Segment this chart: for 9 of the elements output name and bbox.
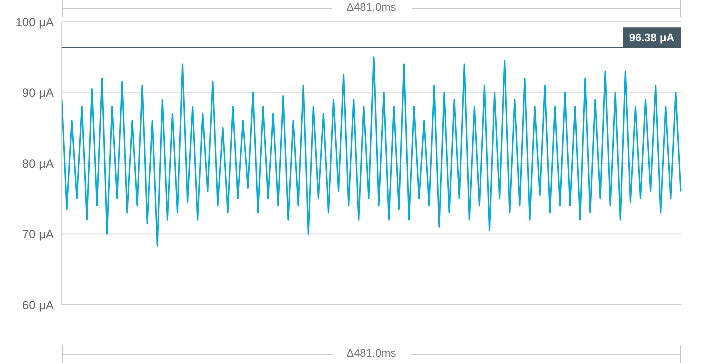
y-tick-label: 60 μA [22,298,54,312]
y-tick-label: 80 μA [22,156,54,171]
y-tick-label: 70 μA [22,228,54,242]
y-tick-label: 100 μA [16,15,54,30]
y-tick-label: 90 μA [22,86,54,100]
line-series [61,56,682,248]
ref-line-label: 96.38 μA [629,32,675,45]
text: Δ481.0ms [346,348,398,361]
text: Δ481.0ms [346,2,398,15]
